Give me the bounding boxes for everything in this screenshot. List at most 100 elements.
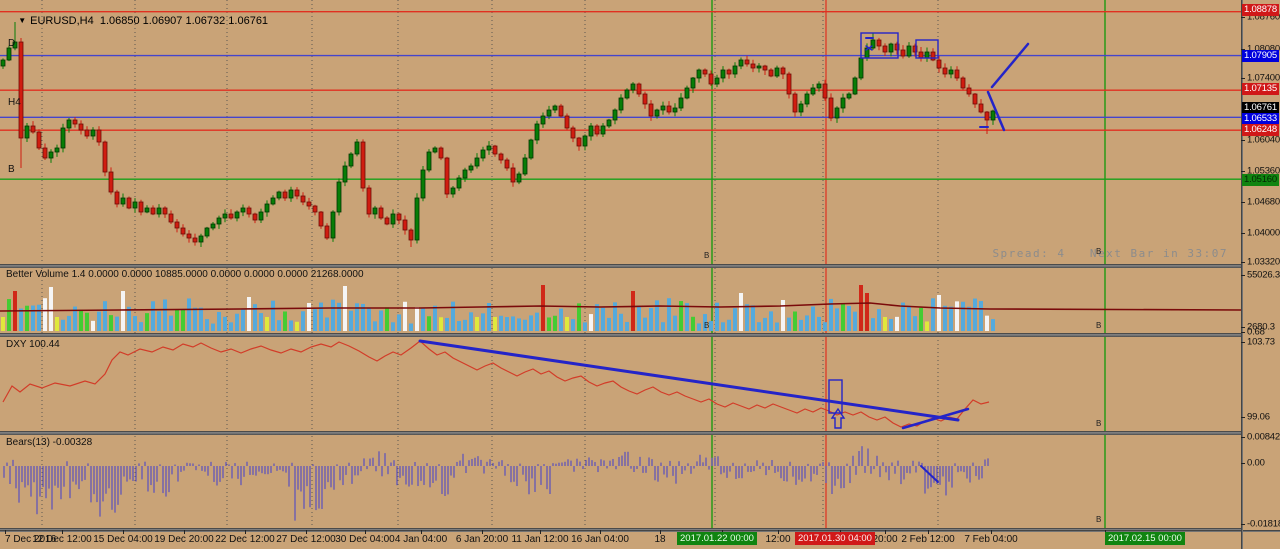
trendline-annotation[interactable] (865, 45, 873, 51)
volume-bar (523, 319, 527, 331)
candle (726, 69, 732, 75)
candle (210, 223, 216, 229)
volume-bar (223, 316, 227, 331)
volume-bar (871, 318, 875, 331)
volume-bar (127, 306, 131, 331)
candle (840, 97, 846, 109)
trendline-annotation[interactable] (418, 339, 960, 422)
volume-bar (769, 311, 773, 331)
volume-bar (67, 315, 71, 331)
price-axis: 1.08760 1.08080 1.07400 1.06040 1.05360 1.046… (1241, 0, 1280, 549)
price-level-badge: 1.06248 (1242, 124, 1279, 136)
volume-bar (877, 309, 881, 331)
candle (768, 69, 774, 77)
price-level-badge: 1.05160 (1242, 174, 1279, 186)
volume-bar (133, 316, 137, 331)
candle (54, 147, 60, 153)
candle (756, 65, 762, 69)
candle (942, 67, 948, 75)
price-axis-label: 2680.3 (1247, 321, 1275, 333)
candle (606, 119, 612, 127)
time-axis-tick (306, 530, 307, 534)
time-axis-label: 30 Dec 04:00 (335, 534, 395, 545)
volume-bar (169, 315, 173, 331)
candle (444, 157, 450, 195)
volume-bar (217, 311, 221, 331)
spread-nextbar-status: Spread: 4 Next Bar in 33:07 (992, 247, 1228, 260)
price-level-badge: 1.06533 (1242, 113, 1279, 125)
panel-separator[interactable] (0, 431, 1241, 435)
volume-bar (457, 321, 461, 331)
price-axis-tick (1241, 341, 1245, 343)
volume-bar (559, 308, 563, 331)
volume-bar (589, 314, 593, 331)
candle (960, 77, 966, 89)
candle (672, 107, 678, 113)
volume-bar (733, 308, 737, 331)
volume-bar (823, 322, 827, 331)
volume-bar (643, 317, 647, 331)
trendline-annotation[interactable] (901, 407, 970, 430)
time-axis-tick (123, 530, 124, 534)
candle (114, 191, 120, 205)
rectangle-annotation[interactable] (828, 379, 843, 414)
volume-bar (373, 321, 377, 331)
candle (66, 119, 72, 129)
panel-separator[interactable] (0, 264, 1241, 268)
rectangle-annotation[interactable] (860, 32, 899, 59)
candle (762, 65, 768, 71)
volume-bar (49, 287, 53, 331)
candle (888, 43, 894, 53)
volume-bar (967, 306, 971, 331)
candle (576, 137, 582, 147)
time-axis-tick (62, 530, 63, 534)
candle (48, 151, 54, 159)
time-event-badge: 2017.01.30 04:00 (795, 532, 875, 545)
candle (12, 41, 18, 49)
candle (696, 69, 702, 79)
candle (510, 167, 516, 183)
volume-bar (307, 302, 311, 331)
time-axis-label: 7 Dec 2016 (5, 534, 57, 545)
candle (516, 173, 522, 183)
dxy-line (2, 340, 990, 428)
price-axis-label: 1.06040 (1247, 134, 1280, 146)
arrow-up-annotation[interactable] (830, 407, 846, 429)
candle (912, 45, 918, 53)
price-level-badge: 1.08878 (1242, 4, 1279, 16)
candle (378, 207, 384, 219)
price-axis-label: 1.04680 (1247, 196, 1280, 208)
candle (264, 203, 270, 213)
candle (720, 69, 726, 79)
volume-bar (739, 293, 743, 331)
vline-b-label: B (1096, 419, 1102, 428)
trendline-annotation[interactable] (990, 42, 1030, 89)
candle (336, 181, 342, 213)
rectangle-annotation[interactable] (915, 39, 939, 59)
volume-bar (19, 308, 23, 331)
candle (582, 135, 588, 147)
volume-bar (277, 320, 281, 331)
volume-bar (511, 316, 515, 331)
volume-bar (601, 307, 605, 331)
candle (684, 87, 690, 99)
candle (780, 67, 786, 75)
chevron-down-icon[interactable]: ▼ (18, 16, 27, 25)
time-axis-border (0, 530, 1280, 532)
volume-bar (817, 316, 821, 331)
volume-bar (781, 299, 785, 331)
volume-bar (619, 313, 623, 331)
price-axis-label: 0.00 (1247, 457, 1265, 469)
trendline-annotation[interactable] (986, 90, 1006, 132)
candle (954, 69, 960, 79)
candle (108, 171, 114, 193)
candle (96, 129, 102, 143)
trendline-annotation[interactable] (920, 465, 939, 483)
volume-bar (613, 302, 617, 331)
panel-separator[interactable] (0, 333, 1241, 337)
time-event-badge: 2017.01.22 00:00 (677, 532, 757, 545)
volume-bar (805, 315, 809, 331)
volume-bar (775, 322, 779, 331)
candle (102, 141, 108, 173)
